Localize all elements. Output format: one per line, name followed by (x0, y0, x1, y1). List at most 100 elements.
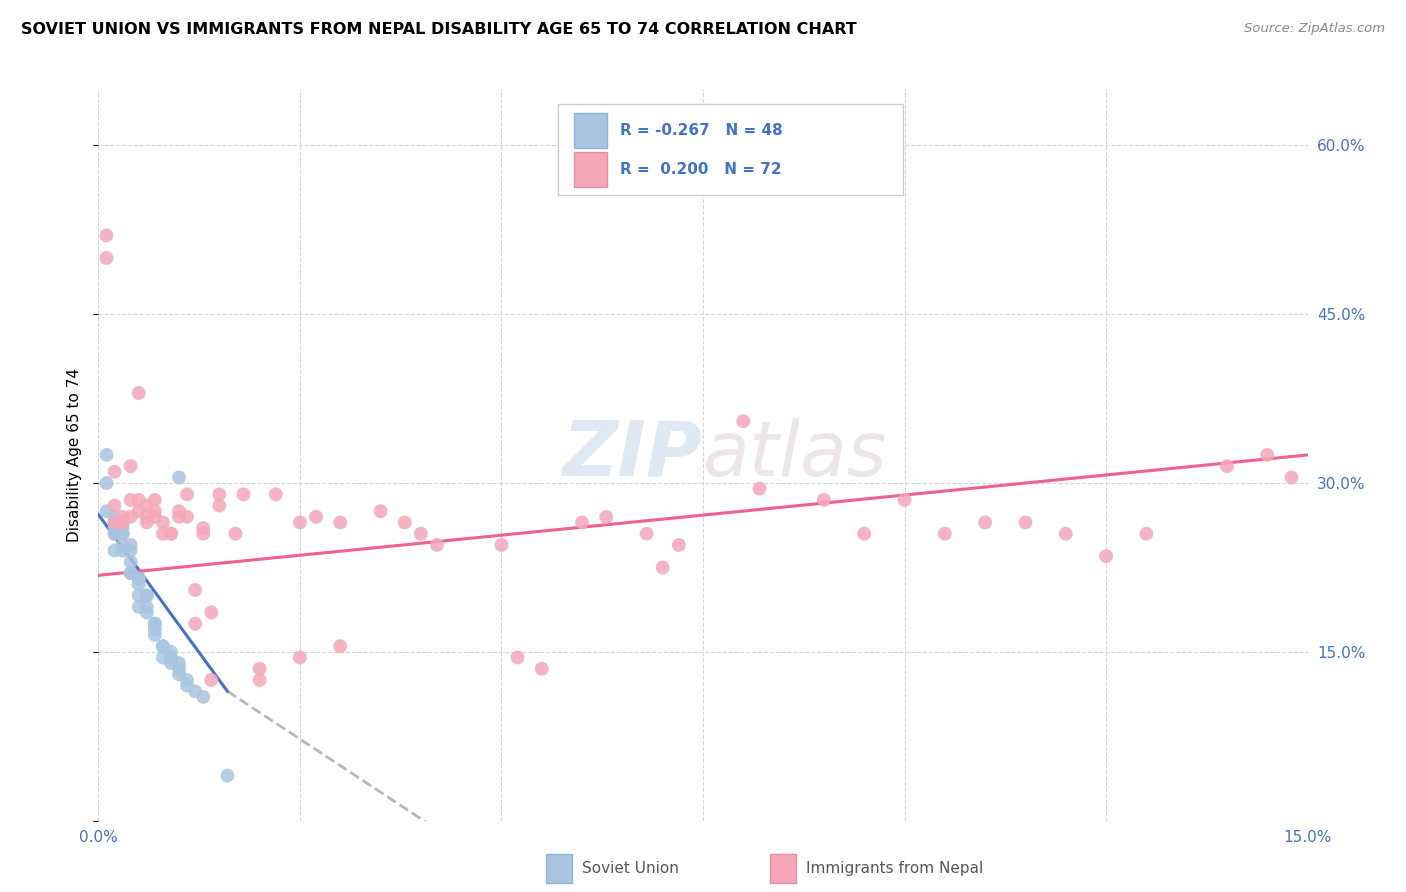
FancyBboxPatch shape (574, 153, 607, 187)
Point (135, 499, 157, 513)
Point (111, 543, 134, 558)
Point (934, 526, 956, 541)
Point (167, 504, 190, 518)
Point (1216, 459, 1239, 474)
Text: R =  0.200   N = 72: R = 0.200 N = 72 (620, 162, 782, 178)
Point (733, 414, 755, 428)
Point (167, 667, 190, 681)
Point (120, 543, 142, 558)
Point (193, 521, 215, 535)
Point (103, 543, 125, 558)
Point (176, 673, 198, 687)
Point (530, 662, 553, 676)
Point (128, 572, 150, 586)
Point (288, 516, 311, 530)
Point (264, 487, 287, 501)
Point (193, 690, 215, 704)
Point (1014, 516, 1036, 530)
Point (128, 386, 150, 401)
Point (491, 538, 513, 552)
Point (974, 516, 997, 530)
Point (288, 650, 311, 665)
Point (167, 656, 190, 670)
Point (135, 589, 157, 603)
Point (748, 482, 770, 496)
Point (103, 499, 125, 513)
Point (143, 628, 166, 642)
Point (1256, 448, 1278, 462)
Point (103, 521, 125, 535)
Point (152, 650, 174, 665)
Point (111, 521, 134, 535)
Point (111, 538, 134, 552)
FancyBboxPatch shape (769, 854, 796, 883)
Point (184, 616, 207, 631)
Text: atlas: atlas (703, 418, 887, 491)
Point (571, 516, 593, 530)
Point (160, 650, 183, 665)
Point (111, 526, 134, 541)
Point (160, 656, 183, 670)
Point (249, 673, 271, 687)
Point (1054, 526, 1077, 541)
Text: ZIP: ZIP (564, 418, 703, 491)
Point (120, 538, 142, 552)
Point (143, 616, 166, 631)
Point (160, 526, 183, 541)
Point (853, 526, 876, 541)
Point (200, 673, 222, 687)
Point (893, 492, 915, 507)
Point (224, 526, 246, 541)
Point (120, 509, 142, 524)
Point (143, 504, 166, 518)
Point (143, 492, 166, 507)
Text: Immigrants from Nepal: Immigrants from Nepal (806, 861, 983, 876)
Text: SOVIET UNION VS IMMIGRANTS FROM NEPAL DISABILITY AGE 65 TO 74 CORRELATION CHART: SOVIET UNION VS IMMIGRANTS FROM NEPAL DI… (21, 22, 856, 37)
Point (103, 526, 125, 541)
Point (167, 662, 190, 676)
Point (152, 639, 174, 653)
Point (111, 526, 134, 541)
Point (370, 504, 392, 518)
Point (595, 509, 617, 524)
Point (120, 566, 142, 580)
Point (103, 516, 125, 530)
Point (184, 582, 207, 597)
Point (96, 476, 118, 491)
Point (329, 516, 352, 530)
Text: Soviet Union: Soviet Union (582, 861, 679, 876)
Point (409, 526, 432, 541)
Point (636, 526, 658, 541)
Point (176, 679, 198, 693)
Point (426, 538, 449, 552)
Point (152, 639, 174, 653)
Point (103, 516, 125, 530)
Point (651, 560, 673, 574)
FancyBboxPatch shape (558, 103, 903, 195)
Point (96, 448, 118, 462)
Point (1281, 470, 1303, 484)
Point (143, 509, 166, 524)
Point (111, 516, 134, 530)
Point (160, 526, 183, 541)
Point (120, 459, 142, 474)
Text: R = -0.267   N = 48: R = -0.267 N = 48 (620, 123, 782, 138)
Point (128, 504, 150, 518)
Point (96, 251, 118, 265)
Point (217, 769, 239, 783)
Point (1095, 549, 1118, 564)
Point (167, 509, 190, 524)
Point (152, 516, 174, 530)
Point (305, 509, 328, 524)
Point (193, 526, 215, 541)
Point (103, 509, 125, 524)
Point (103, 526, 125, 541)
Y-axis label: Disability Age 65 to 74: Disability Age 65 to 74 (67, 368, 83, 542)
Point (160, 645, 183, 659)
Point (120, 555, 142, 569)
Point (184, 684, 207, 698)
Point (135, 509, 157, 524)
Point (128, 572, 150, 586)
Point (143, 616, 166, 631)
Point (813, 492, 835, 507)
